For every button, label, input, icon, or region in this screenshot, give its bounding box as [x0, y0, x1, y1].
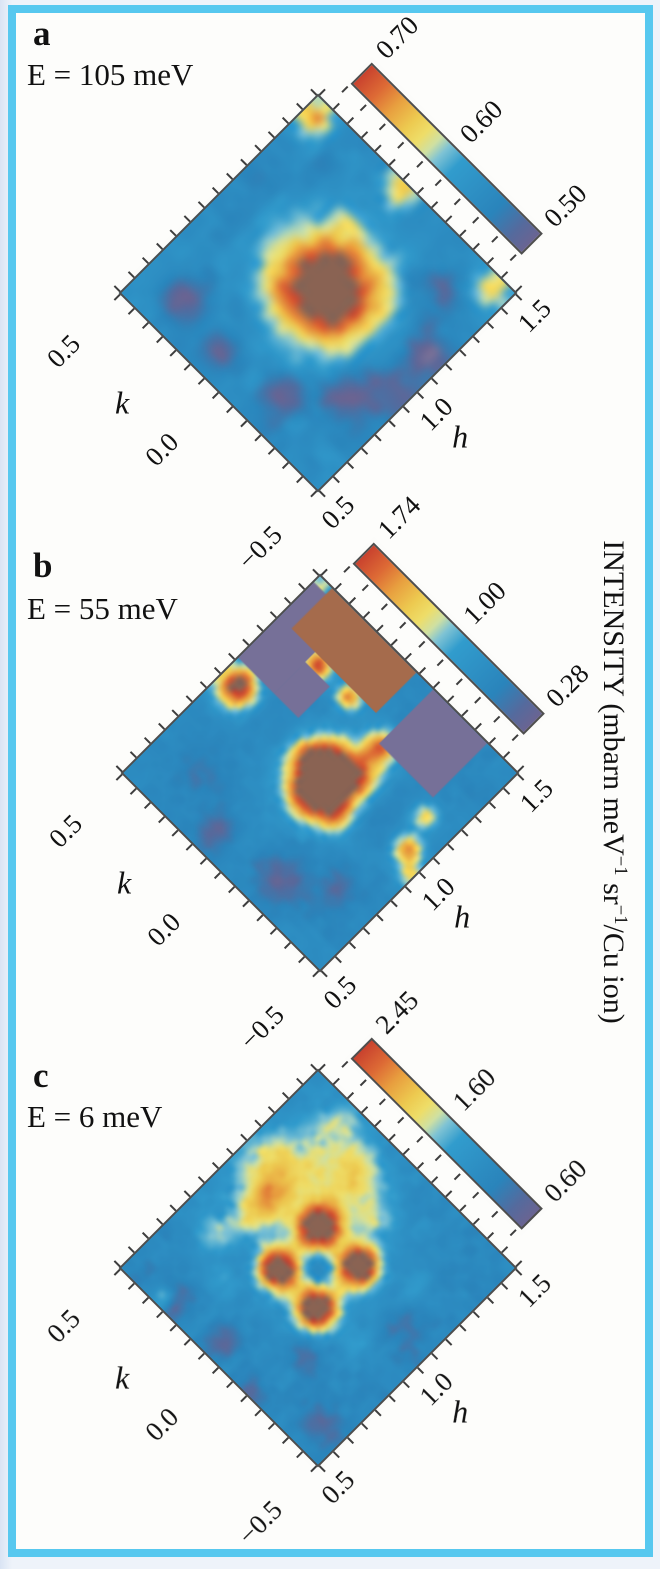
k-axis-title: k — [115, 1359, 130, 1396]
energy-label: E = 55 meV — [27, 591, 178, 626]
panel-letter: c — [33, 1056, 49, 1095]
k-axis-title: k — [115, 384, 130, 421]
energy-label: E = 6 meV — [27, 1099, 163, 1134]
h-axis-title: h — [452, 418, 469, 455]
energy-label: E = 105 meV — [27, 57, 194, 92]
h-axis-title: h — [452, 1393, 469, 1430]
intensity-axis-title: INTENSITY (mbarn meV−1 sr−1/Cu ion) — [597, 540, 631, 1024]
h-axis-title: h — [454, 898, 471, 935]
panel-letter: b — [33, 546, 53, 585]
k-axis-title: k — [117, 864, 132, 901]
panel-letter: a — [33, 14, 51, 53]
